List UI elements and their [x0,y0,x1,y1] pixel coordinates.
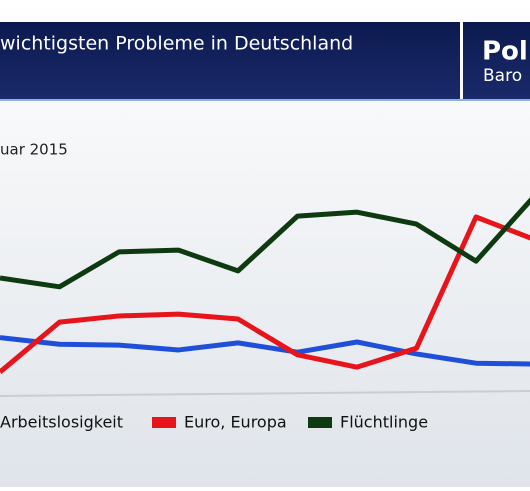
line-series [0,335,530,367]
legend-label: Euro, Europa [184,413,287,432]
title-banner [0,22,460,100]
legend-label: Arbeitslosigkeit [0,413,123,432]
logo-text: Baro [483,66,522,86]
line-series [0,214,530,374]
legend-label: Flüchtlinge [340,413,428,432]
baseline [0,390,530,397]
legend-swatch [308,417,332,428]
legend-swatch [152,417,176,428]
logo-box [463,22,530,100]
logo-text: Pol [482,37,528,67]
chart-title: wichtigsten Probleme in Deutschland [0,33,353,55]
chart-subtitle: uar 2015 [0,141,68,159]
line-series [0,197,530,290]
